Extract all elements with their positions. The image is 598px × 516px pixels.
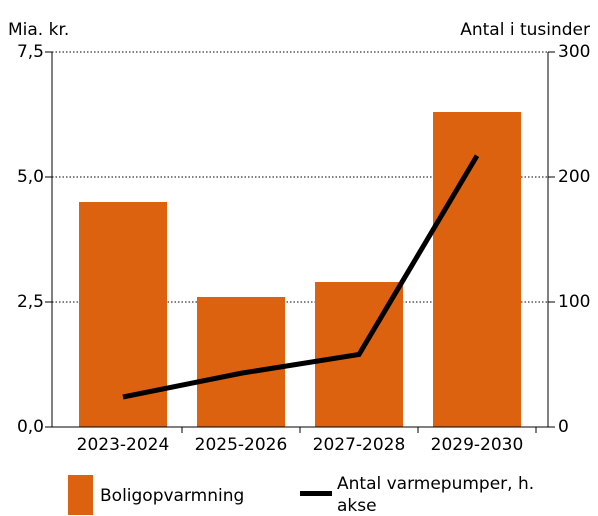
legend-swatch [68,475,93,515]
bar [197,297,285,427]
y-tick-label: 5,0 [17,167,44,187]
x-tick-label: 2027-2028 [313,435,406,455]
y2-tick-label: 300 [558,42,590,62]
y-axis-label: Mia. kr. [8,20,69,40]
bar [433,112,521,427]
chart: Mia. kr. Antal i tusinder 0,0 2,5 5,0 7,5 0 1… [8,20,590,455]
y2-tick-label: 0 [558,417,569,437]
legend-label: Antal varmepumper, h. akse [337,474,535,516]
x-tick-label: 2025-2026 [195,435,288,455]
x-tick-label: 2023-2024 [77,435,170,455]
line [122,154,480,400]
legend-label: Boligopvarmning [100,486,245,506]
legend-swatch [300,491,332,496]
y-tick-label: 7,5 [17,42,44,62]
y2-tick-label: 100 [558,292,590,312]
y-tick-label: 0,0 [17,417,44,437]
y2-tick-label: 200 [558,167,590,187]
y2-axis-label: Antal i tusinder [460,20,590,40]
x-tick-label: 2029-2030 [431,435,524,455]
y-tick-label: 2,5 [17,292,44,312]
